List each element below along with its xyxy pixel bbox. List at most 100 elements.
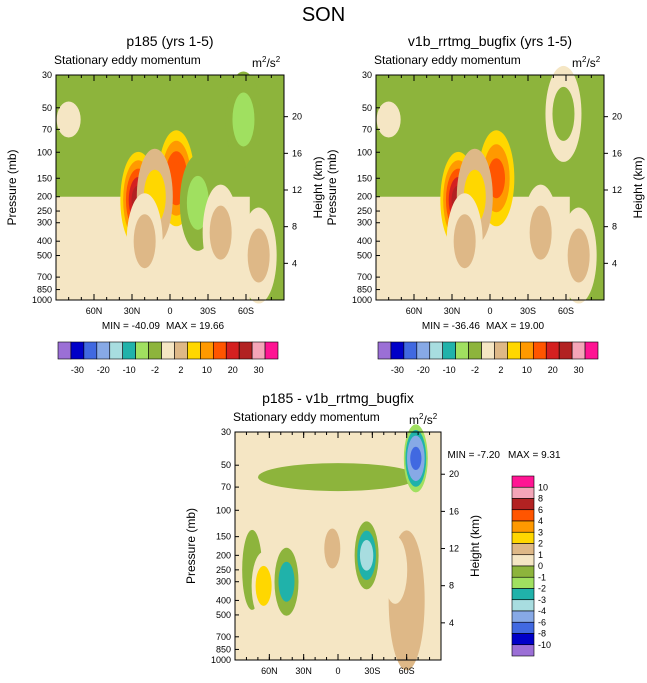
x-tick-label: 0 <box>335 666 340 676</box>
colorbar-swatch <box>455 341 469 360</box>
x-tick-label: 30N <box>124 306 141 316</box>
chart-subtitle: Stationary eddy momentum <box>54 53 201 67</box>
colorbar-swatch <box>109 341 124 360</box>
y-tick-label: 400 <box>216 595 231 605</box>
colorbar-label: 2 <box>178 365 183 375</box>
y-tick-label: 300 <box>357 218 372 228</box>
colorbar-swatch <box>429 341 444 360</box>
y-axis-label: Pressure (mb) <box>184 508 198 584</box>
colorbar-swatch <box>122 341 136 360</box>
y-tick-label: 200 <box>216 550 231 560</box>
colorbar-swatch <box>238 341 253 360</box>
colorbar-label: 0 <box>538 561 543 571</box>
colorbar-label: -4 <box>538 606 546 616</box>
y-right-tick-label: 16 <box>292 148 302 158</box>
y-right-tick-label: 12 <box>612 185 622 195</box>
y-tick-label: 50 <box>42 103 52 113</box>
chart-1: p185 (yrs 1-5) Stationary eddy momentum m2… <box>5 33 325 375</box>
colorbar-swatch <box>377 341 392 360</box>
colorbar-swatch <box>225 341 240 360</box>
colorbar-swatch <box>511 599 535 612</box>
contour-feature-3 <box>453 214 476 269</box>
colorbar-swatch <box>70 341 85 360</box>
units-label: m2/s2 <box>252 55 281 70</box>
x-tick-label: 30S <box>520 306 536 316</box>
contour-feature-2 <box>324 528 341 569</box>
colorbar-swatch <box>511 621 535 634</box>
colorbar-label: -3 <box>538 595 546 605</box>
contour-feature-5 <box>529 205 552 260</box>
colorbar-label: -30 <box>71 365 84 375</box>
colorbar-swatch <box>187 341 201 360</box>
colorbar-swatch <box>390 341 405 360</box>
x-tick-label: 30N <box>295 666 312 676</box>
colorbar-swatch <box>511 498 535 511</box>
colorbar-swatch <box>442 341 456 360</box>
contour-feature-1 <box>278 561 295 602</box>
colorbar-swatch <box>511 554 535 567</box>
y-right-tick-label: 4 <box>292 258 297 268</box>
x-tick-label: 30S <box>364 666 380 676</box>
colorbar-label: -10 <box>443 365 456 375</box>
y-tick-label: 70 <box>362 124 372 134</box>
y-tick-label: 150 <box>37 173 52 183</box>
colorbar-label: -20 <box>97 365 110 375</box>
y-tick-label: 70 <box>221 482 231 492</box>
contour-feature-5 <box>186 175 209 230</box>
colorbar-label: -30 <box>391 365 404 375</box>
chart-title: v1b_rrtmg_bugfix (yrs 1-5) <box>408 33 572 49</box>
colorbar-label: 4 <box>538 516 543 526</box>
y-tick-label: 500 <box>37 251 52 261</box>
y-tick-label: 850 <box>37 285 52 295</box>
colorbar-swatch <box>57 341 72 360</box>
colorbar-swatch <box>511 543 535 556</box>
y-tick-label: 50 <box>362 103 372 113</box>
stat-min: MIN = -7.20 <box>447 450 500 461</box>
y-right-tick-label: 12 <box>292 185 302 195</box>
contour-band <box>258 463 418 492</box>
y-right-axis-label: Height (km) <box>468 515 482 577</box>
colorbar-swatch <box>532 341 547 360</box>
units-label: m2/s2 <box>409 412 438 427</box>
y-axis-label: Pressure (mb) <box>325 149 339 225</box>
y-right-tick-label: 16 <box>449 506 459 516</box>
chart-subtitle: Stationary eddy momentum <box>374 53 521 67</box>
page-title: SON <box>301 4 346 26</box>
colorbar-swatch <box>264 341 279 360</box>
colorbar-label: 2 <box>498 365 503 375</box>
y-right-axis-label: Height (km) <box>631 156 645 218</box>
colorbar-swatch <box>511 588 535 601</box>
colorbar-label: 1 <box>538 550 543 560</box>
colorbar-label: 8 <box>538 494 543 504</box>
contour-feature-1 <box>168 161 184 195</box>
y-right-tick-label: 20 <box>449 469 459 479</box>
colorbar-label: -20 <box>417 365 430 375</box>
y-tick-label: 500 <box>216 610 231 620</box>
y-axis-label: Pressure (mb) <box>5 149 19 225</box>
colorbar-label: 20 <box>548 365 558 375</box>
y-tick-label: 200 <box>37 192 52 202</box>
chart-3: p185 - v1b_rrtmg_bugfix Stationary eddy m… <box>184 390 561 676</box>
y-tick-label: 500 <box>357 251 372 261</box>
chart-title: p185 (yrs 1-5) <box>126 33 213 49</box>
y-right-tick-label: 8 <box>612 222 617 232</box>
y-tick-label: 100 <box>216 505 231 515</box>
y-right-tick-label: 16 <box>612 148 622 158</box>
contour-feature-6 <box>567 228 590 283</box>
colorbar-label: -6 <box>538 617 546 627</box>
y-tick-label: 100 <box>357 147 372 157</box>
colorbar-swatch <box>200 341 214 360</box>
colorbar-swatch <box>494 341 508 360</box>
y-tick-label: 30 <box>221 427 231 437</box>
colorbar-label: 30 <box>254 365 264 375</box>
y-tick-label: 400 <box>37 236 52 246</box>
stat-max: MAX = 19.00 <box>486 321 545 332</box>
colorbar-label: -1 <box>538 572 546 582</box>
contour-feature-0 <box>255 565 272 606</box>
contour-feature-6 <box>209 205 232 260</box>
y-right-tick-label: 4 <box>612 258 617 268</box>
colorbar-label: 6 <box>538 505 543 515</box>
y-tick-label: 30 <box>42 70 52 80</box>
y-tick-label: 850 <box>357 285 372 295</box>
chart-2: v1b_rrtmg_bugfix (yrs 1-5) Stationary edd… <box>325 33 645 375</box>
